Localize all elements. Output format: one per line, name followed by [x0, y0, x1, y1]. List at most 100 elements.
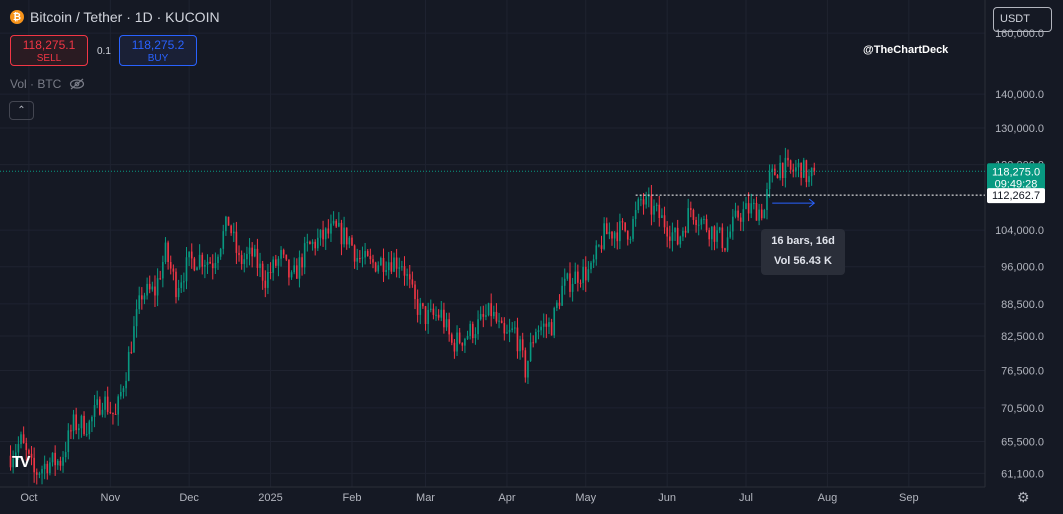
- candle-body: [808, 176, 810, 183]
- candle-body: [422, 303, 424, 307]
- candle-body: [259, 263, 261, 268]
- candle-body: [471, 323, 474, 339]
- sell-button[interactable]: 118,275.1 SELL: [10, 35, 88, 66]
- candle-body: [718, 227, 721, 231]
- candle-body: [324, 228, 327, 240]
- candle-body: [624, 222, 626, 231]
- candle-body: [689, 208, 692, 210]
- candle-body: [319, 229, 322, 238]
- candle-body: [185, 257, 188, 282]
- candle-body: [156, 278, 159, 296]
- x-tick-label: Oct: [20, 492, 37, 504]
- candle-body: [708, 230, 711, 240]
- candle-body: [553, 307, 556, 336]
- chart-header: ₿ Bitcoin / Tether · 1D · KUCOIN: [10, 9, 220, 25]
- candle-body: [626, 230, 629, 240]
- candle-body: [684, 230, 687, 233]
- currency-value: USDT: [1000, 13, 1030, 25]
- candle-body: [424, 306, 427, 325]
- candle-body: [345, 227, 348, 245]
- candle-body: [282, 249, 285, 255]
- candle-body: [162, 262, 164, 279]
- candle-body: [632, 218, 634, 239]
- candle-body: [797, 162, 800, 168]
- candle-body: [658, 204, 661, 218]
- candle-body: [154, 286, 156, 296]
- candle-body: [114, 414, 117, 416]
- eye-crossed-icon[interactable]: [69, 78, 85, 90]
- candle-body: [385, 270, 387, 272]
- candle-body: [500, 320, 503, 324]
- candle-body: [340, 222, 343, 245]
- collapse-legend-button[interactable]: ⌃: [9, 101, 34, 120]
- tradingview-logo-icon[interactable]: TV: [12, 454, 31, 472]
- candle-body: [204, 265, 206, 267]
- candle-body: [766, 189, 768, 211]
- candle-body: [230, 225, 232, 234]
- candle-body: [566, 273, 569, 279]
- candle-body: [611, 231, 613, 239]
- candle-body: [619, 221, 621, 242]
- x-tick-label: Dec: [179, 492, 199, 504]
- bitcoin-icon: ₿: [10, 10, 24, 24]
- gear-icon[interactable]: ⚙: [1017, 489, 1030, 505]
- candle-body: [351, 237, 353, 246]
- candle-body: [732, 216, 734, 232]
- candle-body: [745, 203, 747, 210]
- candle-body: [787, 157, 789, 161]
- candle-body: [697, 224, 700, 226]
- buy-button[interactable]: 118,275.2 BUY: [119, 35, 197, 66]
- candle-body: [159, 278, 162, 280]
- candle-body: [246, 253, 248, 260]
- candle-body: [645, 196, 647, 205]
- order-quantity[interactable]: 0.1: [97, 46, 111, 57]
- candle-body: [485, 315, 487, 317]
- candle-body: [125, 380, 127, 389]
- candle-body: [771, 168, 774, 173]
- candle-body: [130, 351, 133, 353]
- candle-body: [800, 162, 802, 178]
- x-tick-label: Nov: [101, 492, 121, 504]
- currency-select[interactable]: USDT: [993, 7, 1052, 32]
- candle-body: [25, 443, 28, 451]
- measure-tooltip: 16 bars, 16d Vol 56.43 K: [761, 229, 845, 275]
- candle-body: [637, 199, 640, 211]
- candle-body: [792, 169, 795, 172]
- candle-body: [138, 295, 141, 310]
- candle-body: [17, 444, 20, 453]
- symbol-title[interactable]: Bitcoin / Tether · 1D · KUCOIN: [30, 9, 220, 25]
- candle-body: [629, 238, 632, 240]
- candle-body: [742, 209, 745, 222]
- candle-body: [616, 232, 619, 242]
- y-tick-label: 88,500.0: [1001, 299, 1044, 311]
- candle-body: [343, 227, 345, 245]
- candle-body: [592, 259, 595, 263]
- candle-body: [393, 257, 395, 272]
- candle-body: [56, 460, 59, 466]
- candle-body: [251, 247, 253, 257]
- last-price-countdown: 09:49:28: [995, 178, 1038, 190]
- measure-bars: 16 bars, 16d: [771, 235, 835, 247]
- candle-body: [164, 242, 167, 263]
- candle-body: [724, 248, 726, 251]
- candle-body: [603, 223, 605, 249]
- candle-body: [196, 267, 198, 271]
- candle-body: [548, 322, 550, 327]
- y-tick-label: 76,500.0: [1001, 366, 1044, 378]
- candle-body: [429, 308, 432, 310]
- candle-body: [647, 195, 650, 197]
- candle-body: [30, 453, 33, 458]
- y-tick-label: 61,100.0: [1001, 468, 1044, 480]
- candle-body: [739, 217, 742, 222]
- candle-body: [374, 262, 377, 272]
- candle-body: [584, 266, 587, 281]
- candle-body: [768, 172, 771, 190]
- candle-body: [261, 263, 264, 281]
- candle-body: [167, 242, 169, 262]
- candle-body: [437, 314, 440, 318]
- candle-body: [238, 252, 240, 256]
- candle-body: [753, 202, 755, 204]
- watermark: @TheChartDeck: [863, 44, 949, 56]
